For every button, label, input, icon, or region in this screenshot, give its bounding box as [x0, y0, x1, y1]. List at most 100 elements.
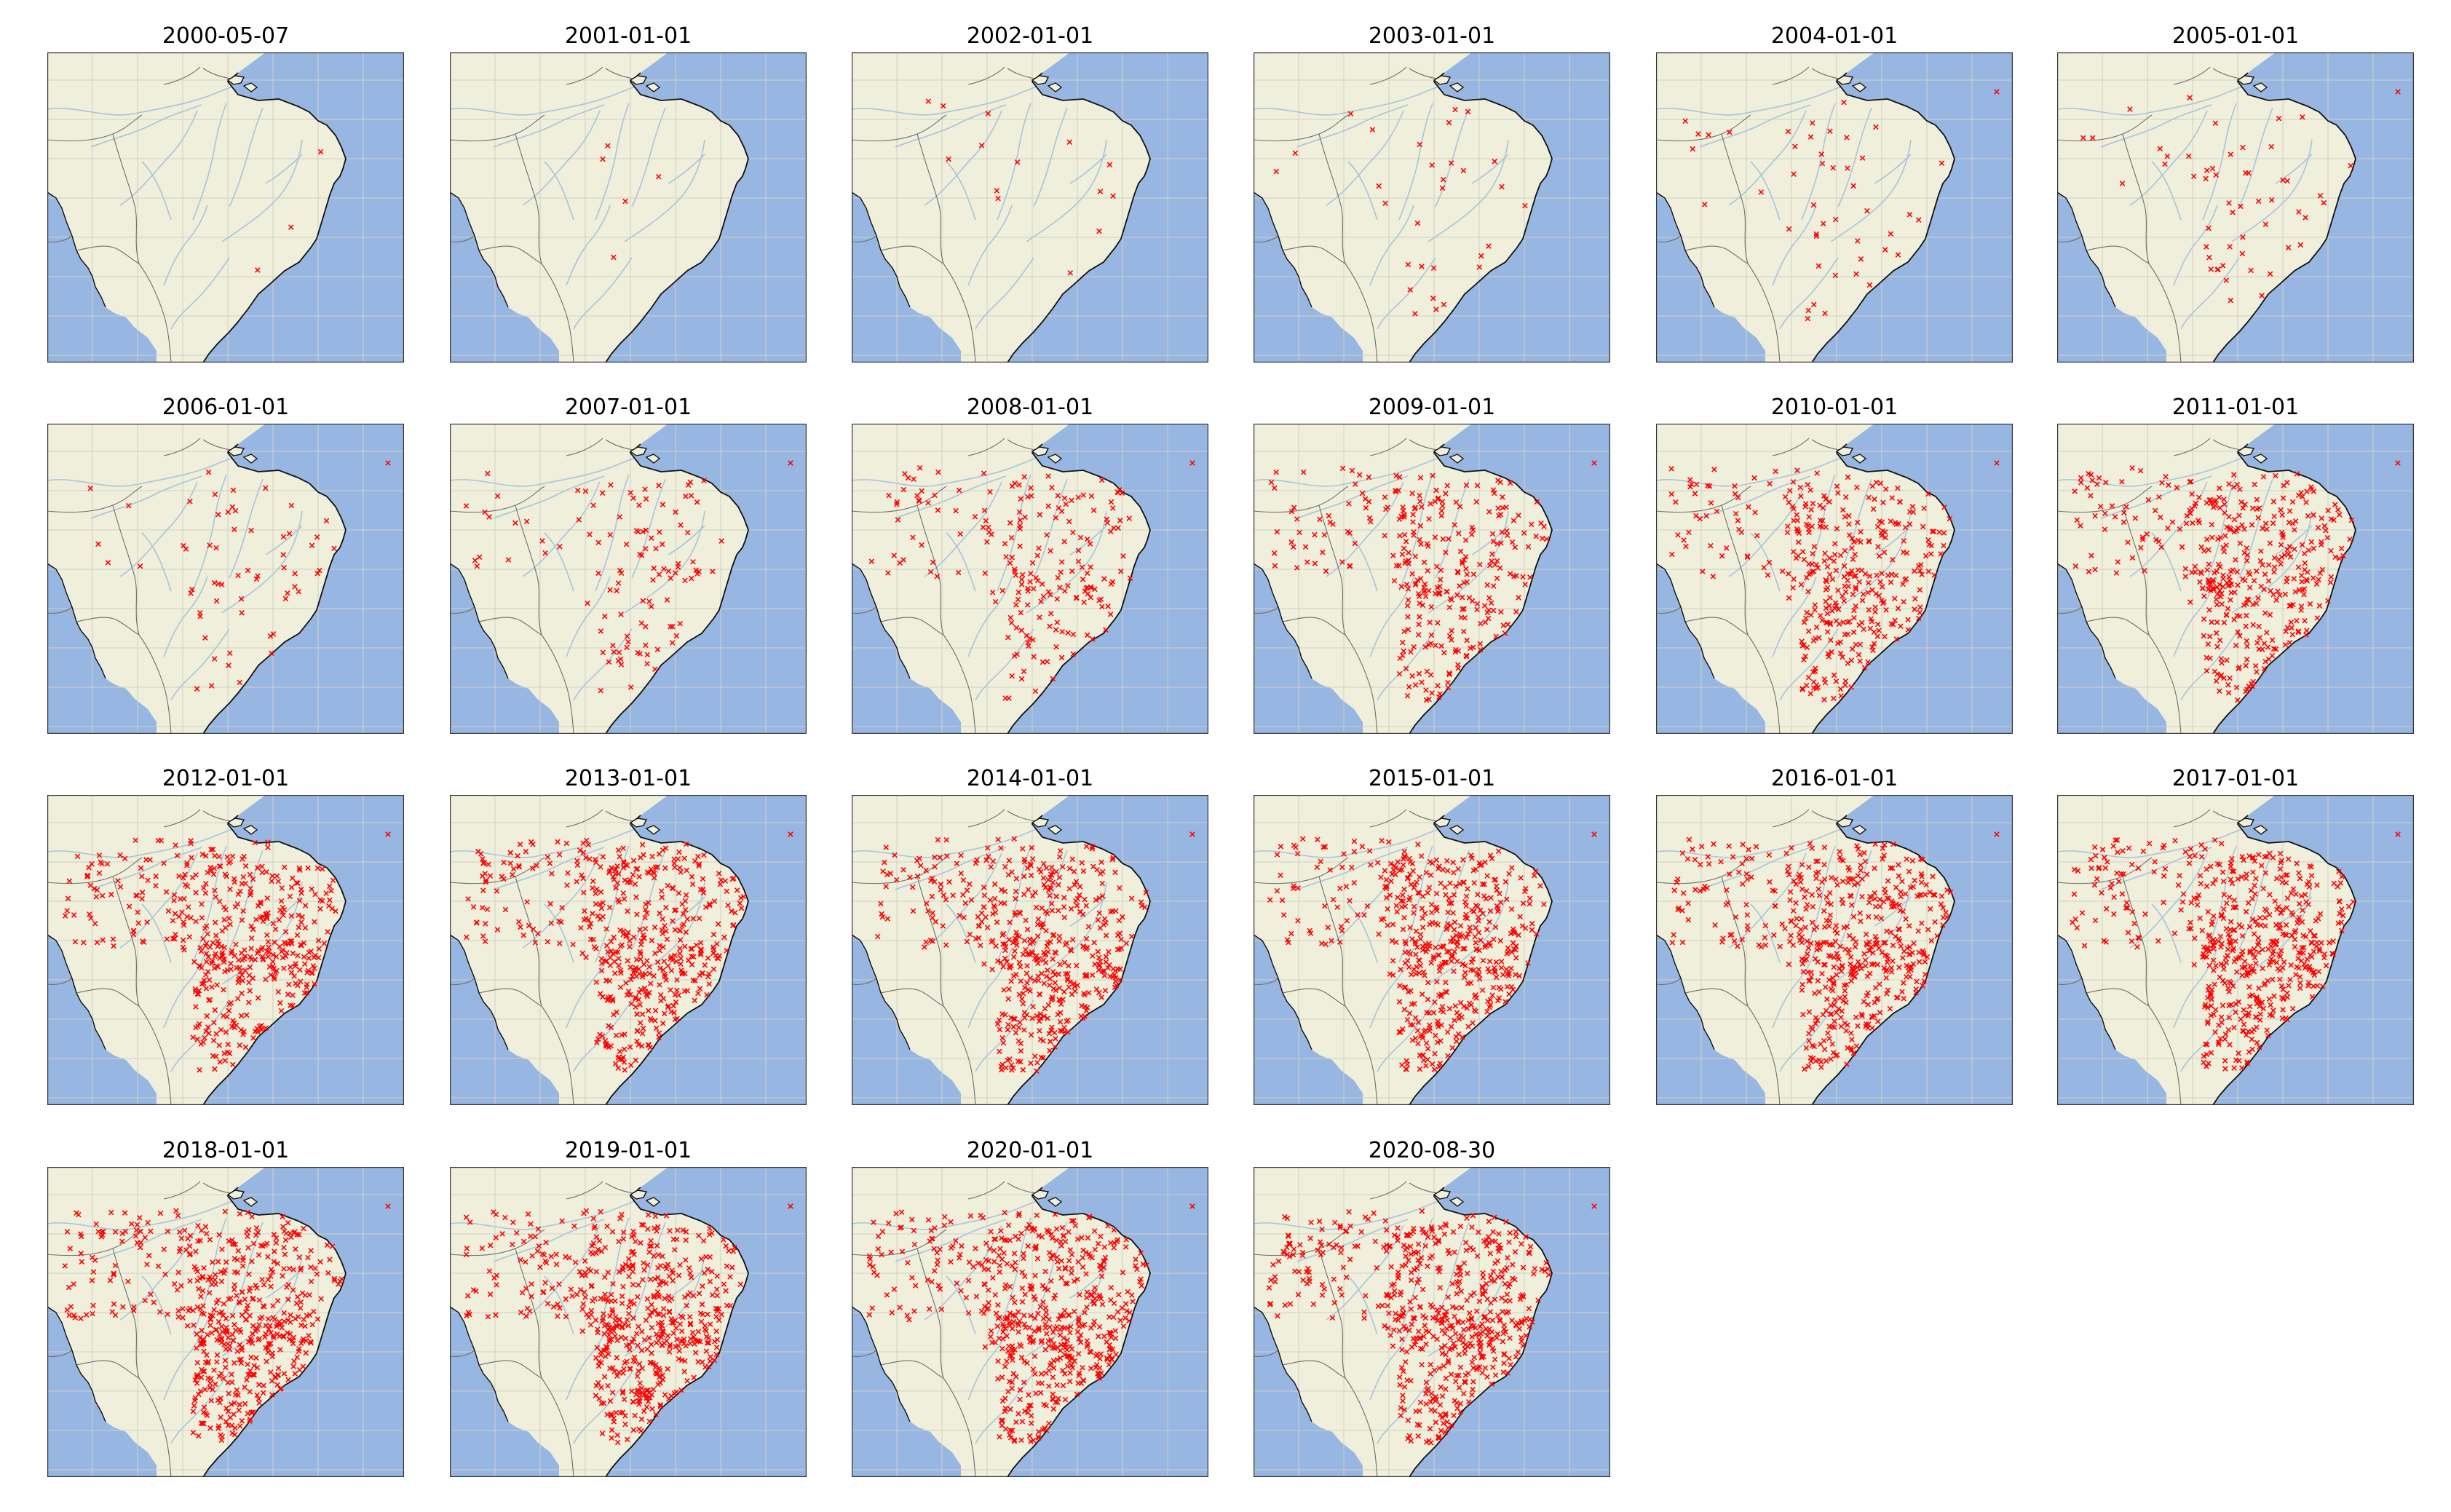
station-marker	[1872, 604, 1878, 610]
station-marker	[954, 860, 960, 866]
station-marker	[1295, 917, 1301, 924]
station-marker	[880, 868, 886, 874]
station-marker	[1798, 493, 1804, 499]
station-marker	[594, 1040, 600, 1045]
station-marker	[1439, 1004, 1446, 1010]
station-marker	[2224, 657, 2230, 663]
station-marker	[1840, 654, 1845, 660]
station-marker	[984, 845, 991, 851]
station-marker	[2129, 465, 2135, 471]
station-marker	[1833, 567, 1840, 574]
station-marker	[1296, 529, 1302, 536]
station-marker	[1477, 620, 1484, 627]
map-panel: 2002-01-01	[852, 20, 1208, 363]
station-marker	[1498, 609, 1504, 615]
station-marker	[155, 837, 162, 844]
station-marker	[248, 890, 254, 895]
station-marker	[1396, 999, 1403, 1005]
station-marker	[2164, 154, 2171, 159]
station-marker	[1382, 884, 1388, 890]
station-marker	[2301, 591, 2307, 598]
station-marker	[1445, 684, 1452, 691]
river-line	[1428, 139, 1509, 242]
station-marker	[734, 887, 740, 893]
station-marker	[1882, 890, 1888, 896]
station-marker	[1409, 571, 1415, 577]
station-marker	[1791, 576, 1797, 582]
station-marker	[1486, 1004, 1492, 1010]
station-marker	[1396, 670, 1403, 677]
station-marker	[968, 897, 975, 903]
station-marker	[214, 982, 221, 988]
station-marker	[1686, 836, 1692, 843]
map-panel: 2014-01-01	[852, 763, 1208, 1105]
station-marker	[1066, 984, 1072, 990]
station-marker	[287, 938, 293, 944]
station-marker	[1468, 531, 1475, 538]
station-marker	[474, 563, 480, 569]
station-marker	[2280, 495, 2286, 501]
station-marker	[987, 897, 994, 903]
station-marker	[2292, 589, 2298, 595]
station-marker	[1860, 591, 1866, 598]
station-marker	[221, 944, 228, 951]
station-marker	[683, 493, 689, 499]
offshore-station-marker	[385, 460, 391, 466]
station-marker	[200, 935, 206, 942]
station-marker	[480, 905, 486, 911]
station-marker	[2261, 665, 2268, 672]
station-marker	[1500, 504, 1506, 511]
station-marker	[483, 879, 489, 885]
station-marker	[1917, 568, 1923, 574]
station-marker	[2225, 606, 2231, 611]
station-marker	[2174, 485, 2180, 491]
station-marker	[1029, 892, 1036, 899]
river-line	[1837, 107, 1872, 207]
station-marker	[932, 492, 938, 499]
station-marker	[1826, 603, 1832, 609]
station-marker	[2238, 874, 2245, 880]
station-marker	[981, 884, 987, 890]
station-marker	[1400, 507, 1406, 514]
station-marker	[1505, 532, 1510, 539]
station-marker	[1083, 903, 1089, 909]
station-marker	[608, 482, 614, 488]
station-marker	[282, 929, 289, 935]
station-marker	[1002, 1012, 1008, 1018]
delta-island	[629, 446, 648, 456]
station-marker	[1463, 893, 1470, 899]
station-marker	[530, 842, 536, 847]
station-marker	[1408, 882, 1414, 887]
station-marker	[1405, 614, 1411, 620]
station-marker	[1344, 918, 1350, 924]
station-marker	[1017, 1019, 1023, 1026]
station-marker	[2228, 581, 2235, 587]
station-marker	[1405, 597, 1411, 603]
station-marker	[1100, 868, 1106, 875]
station-marker	[1027, 636, 1033, 641]
station-marker	[296, 912, 301, 919]
station-marker	[1366, 515, 1373, 521]
station-marker	[2197, 873, 2203, 879]
station-marker	[2205, 909, 2212, 915]
station-marker	[2206, 225, 2212, 231]
station-marker	[2230, 567, 2236, 573]
station-marker	[579, 872, 585, 878]
station-marker	[1502, 630, 1508, 636]
station-marker	[1751, 475, 1757, 481]
station-marker	[1810, 500, 1816, 507]
station-marker	[246, 979, 252, 986]
station-marker	[1430, 955, 1437, 962]
station-marker	[71, 912, 77, 918]
station-marker	[1829, 1041, 1836, 1047]
station-marker	[1440, 176, 1446, 183]
station-marker	[628, 1001, 635, 1007]
station-marker	[1799, 643, 1805, 649]
station-marker	[2217, 504, 2223, 511]
map-panel: 2012-01-01	[47, 763, 404, 1105]
station-marker	[978, 142, 985, 149]
station-marker	[1273, 470, 1280, 475]
station-marker	[1330, 896, 1337, 903]
station-marker	[1448, 922, 1454, 929]
station-marker	[135, 909, 140, 915]
